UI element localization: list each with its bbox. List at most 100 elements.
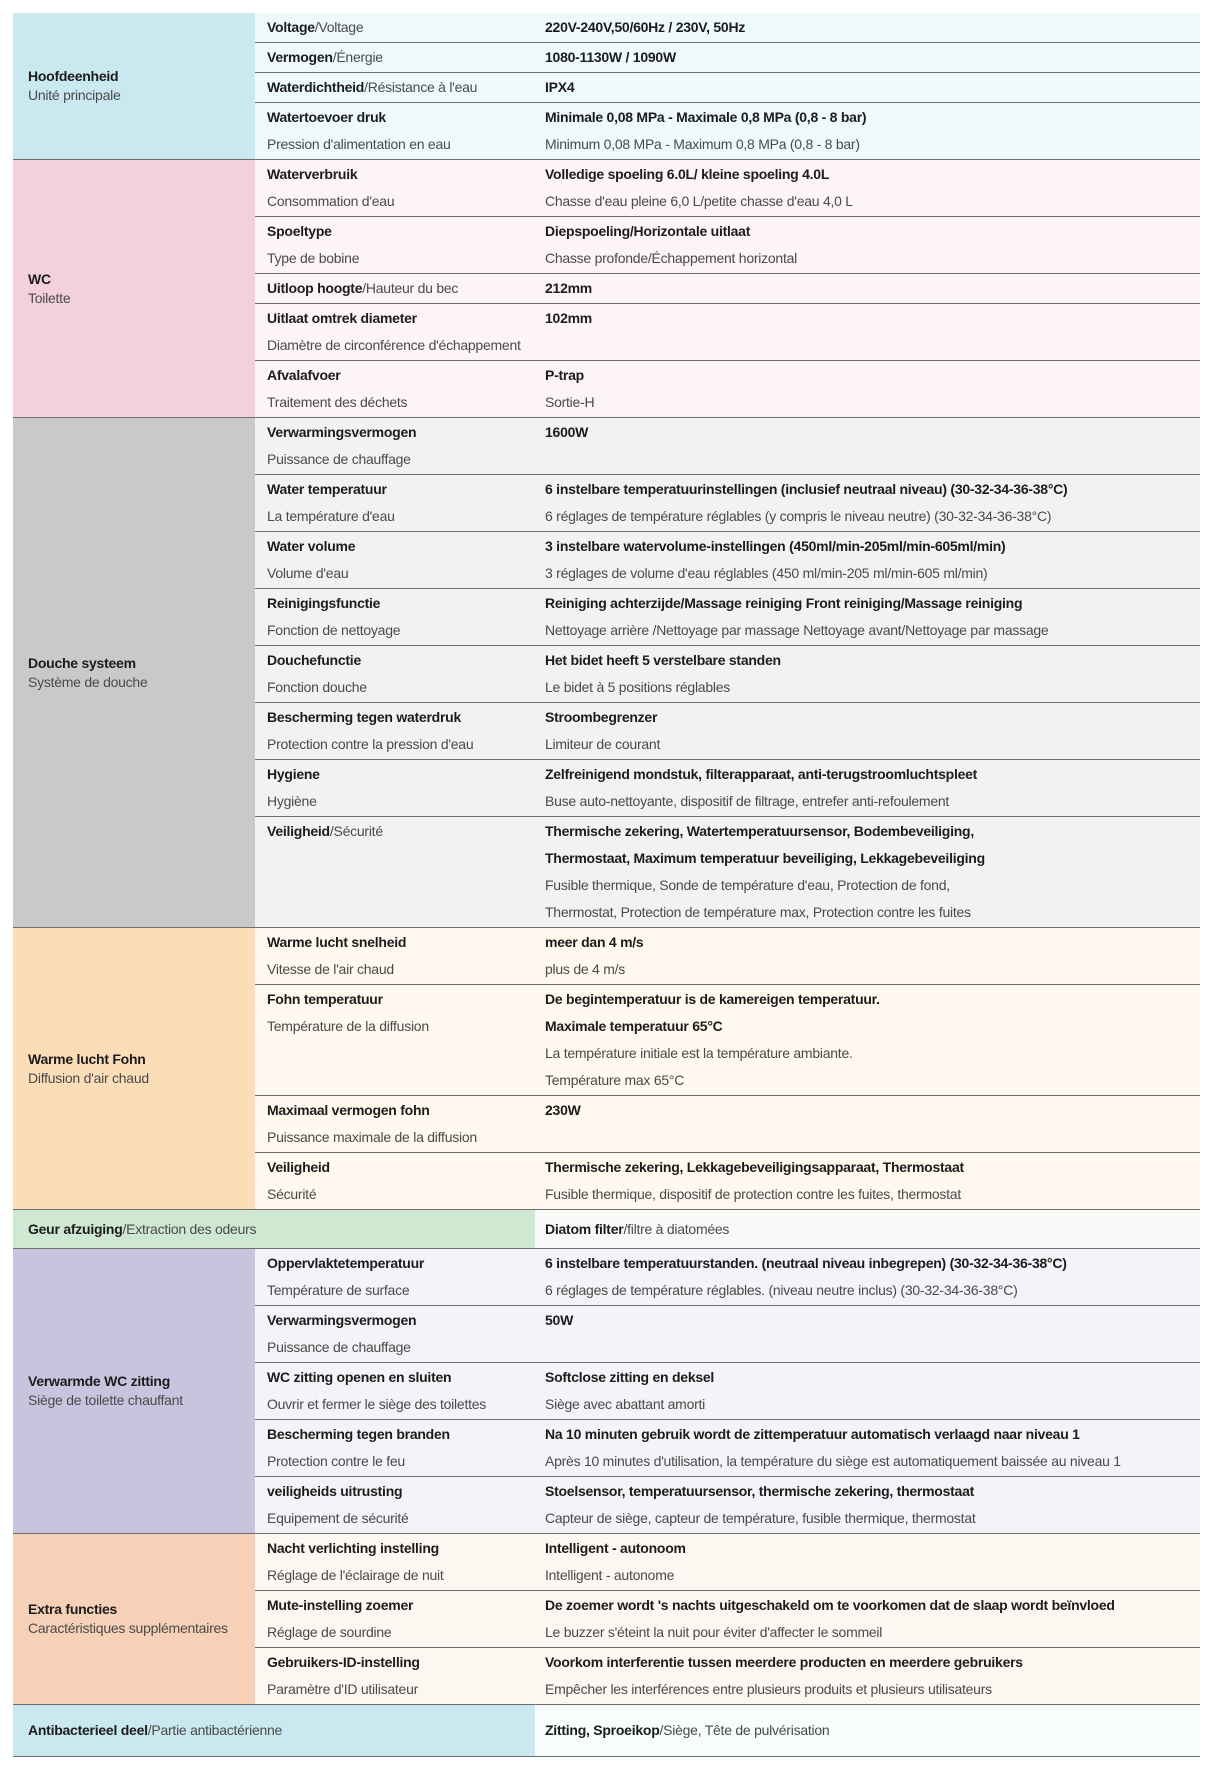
spec-value: Volledige spoeling 6.0L/ kleine spoeling…	[535, 161, 1200, 215]
value-line-bold: 3 instelbare watervolume-instellingen (4…	[545, 538, 1006, 554]
label-line: Verwarmingsvermogen	[267, 1307, 535, 1334]
label-line-bold: Voltage	[267, 19, 315, 35]
value-line-bold: Zelfreinigend mondstuk, filterapparaat, …	[545, 766, 978, 782]
value-line: Thermische zekering, Watertemperatuursen…	[545, 818, 1200, 845]
label-line-light: Consommation d'eau	[267, 193, 395, 209]
value-line-bold: De begintemperatuur is de kamereigen tem…	[545, 991, 880, 1007]
value-line-bold: IPX4	[545, 79, 575, 95]
section-body: Waterverbruik Consommation d'eau Volledige…	[255, 160, 1200, 417]
label-line: Fohn temperatuur	[267, 986, 535, 1013]
value-line-bold: Volledige spoeling 6.0L/ kleine spoeling…	[545, 166, 830, 182]
value-line-bold: De zoemer wordt 's nachts uitgeschakeld …	[545, 1597, 1115, 1613]
label-line-light: /Voltage	[314, 19, 364, 35]
value-line-light: plus de 4 m/s	[545, 961, 626, 977]
section-title-fr: Diffusion d'air chaud	[28, 1069, 149, 1086]
spec-value: De zoemer wordt 's nachts uitgeschakeld …	[535, 1592, 1200, 1646]
label-line: Pression d'alimentation en eau	[267, 131, 535, 158]
value-line-bold: 6 instelbare temperatuurstanden. (neutra…	[545, 1255, 1067, 1271]
label-line-bold: Water temperatuur	[267, 481, 387, 497]
label-line-bold: Douchefunctie	[267, 652, 361, 668]
label-line: Fonction douche	[267, 674, 535, 701]
value-line: Fusible thermique, Sonde de température …	[545, 872, 1200, 899]
value-line-bold: 1080-1130W / 1090W	[545, 49, 676, 65]
label-line: La température d'eau	[267, 503, 535, 530]
section-title-nl: Douche systeem	[28, 654, 136, 671]
value-line-bold: P-trap	[545, 367, 584, 383]
section-header: Hoofdeenheid Unité principale	[13, 13, 255, 159]
label-line: Warme lucht snelheid	[267, 929, 535, 956]
spec-value: 102mm	[535, 305, 1200, 359]
spec-label: Fohn temperatuur Température de la diffus…	[255, 986, 535, 1094]
spec-value: Minimale 0,08 MPa - Maximale 0,8 MPa (0,…	[535, 104, 1200, 158]
value-line-light: 3 réglages de volume d'eau réglables (45…	[545, 565, 988, 581]
label-line-bold: Fohn temperatuur	[267, 991, 383, 1007]
value-line-light: Empêcher les interférences entre plusieu…	[545, 1681, 992, 1697]
value-line-light: 6 réglages de température réglables (y c…	[545, 508, 1052, 524]
label-line-bold: Veiligheid	[267, 823, 330, 839]
value-line: 102mm	[545, 305, 1200, 332]
section-header: Verwarmde WC zitting Siège de toilette ch…	[13, 1249, 255, 1533]
value-line: 6 réglages de température réglables. (ni…	[545, 1277, 1200, 1304]
label-line: Waterverbruik	[267, 161, 535, 188]
label-line-light: /Sécurité	[329, 823, 383, 839]
spec-label: Maximaal vermogen fohn Puissance maximale…	[255, 1097, 535, 1151]
spec-row: WC zitting openen en sluiten Ouvrir et fe…	[255, 1363, 1200, 1420]
spec-row: Fohn temperatuur Température de la diffus…	[255, 985, 1200, 1096]
value-line-light: Thermostat, Protection de température ma…	[545, 904, 971, 920]
section-header: Antibacterieel deel/Partie antibactérien…	[13, 1705, 535, 1756]
value-line: Thermostat, Protection de température ma…	[545, 899, 1200, 926]
spec-label: Spoeltype Type de bobine	[255, 218, 535, 272]
label-line-bold: veiligheids uitrusting	[267, 1483, 403, 1499]
label-line: Afvalafvoer	[267, 362, 535, 389]
value-line: Reiniging achterzijde/Massage reiniging …	[545, 590, 1200, 617]
section-title-fr: /Extraction des odeurs	[122, 1220, 257, 1237]
value-line-bold: Thermische zekering, Lekkagebeveiligings…	[545, 1159, 964, 1175]
label-line: Bescherming tegen branden	[267, 1421, 535, 1448]
value-line: 1080-1130W / 1090W	[545, 44, 1200, 71]
value-line: 50W	[545, 1307, 1200, 1334]
section-header: Extra functies Caractéristiques supplémen…	[13, 1534, 255, 1704]
value-line-light: Capteur de siège, capteur de température…	[545, 1510, 976, 1526]
label-line-bold: Uitlaat omtrek diameter	[267, 310, 417, 326]
spec-value: 212mm	[535, 275, 1200, 302]
spec-row: Veiligheid/Sécurité Thermische zekering, …	[255, 817, 1200, 927]
spec-value: 6 instelbare temperatuurstanden. (neutra…	[535, 1250, 1200, 1304]
label-line-bold: Vermogen	[267, 49, 333, 65]
spec-label: Douchefunctie Fonction douche	[255, 647, 535, 701]
label-line-light: Type de bobine	[267, 250, 360, 266]
spec-label: Bescherming tegen branden Protection cont…	[255, 1421, 535, 1475]
label-line-light: Température de surface	[267, 1282, 410, 1298]
label-line-bold: Watertoevoer druk	[267, 109, 386, 125]
label-line-light: /Résistance à l'eau	[364, 79, 478, 95]
spec-row: Douchefunctie Fonction douche Het bidet he…	[255, 646, 1200, 703]
value-line: Diatom filter/filtre à diatomées	[545, 1216, 729, 1243]
label-line-light: Sécurité	[267, 1186, 317, 1202]
label-line: Nacht verlichting instelling	[267, 1535, 535, 1562]
label-line: Veiligheid/Sécurité	[267, 818, 535, 845]
label-line-bold: Oppervlaktetemperatuur	[267, 1255, 425, 1271]
value-line: 1600W	[545, 419, 1200, 446]
label-line-bold: Verwarmingsvermogen	[267, 1312, 417, 1328]
value-line-light: La température initiale est la températu…	[545, 1045, 853, 1061]
section-title-nl: Verwarmde WC zitting	[28, 1373, 171, 1389]
label-line: Température de surface	[267, 1277, 535, 1304]
label-line: Water volume	[267, 533, 535, 560]
section-header: WC Toilette	[13, 160, 255, 417]
label-line-bold: Water volume	[267, 538, 356, 554]
section-header: Geur afzuiging/Extraction des odeurs	[13, 1210, 535, 1248]
value-line-bold: 6 instelbare temperatuurinstellingen (in…	[545, 481, 1068, 497]
spec-label: Mute-instelling zoemer Réglage de sourdin…	[255, 1592, 535, 1646]
spec-value: Stoelsensor, temperatuursensor, thermisc…	[535, 1478, 1200, 1532]
spec-label: Voltage/Voltage	[255, 14, 535, 41]
section-title-nl: Hoofdeenheid	[28, 68, 119, 84]
value-line-light: Minimum 0,08 MPa - Maximum 0,8 MPa (0,8 …	[545, 136, 860, 152]
value-line: Het bidet heeft 5 verstelbare standen	[545, 647, 1200, 674]
value-line: Après 10 minutes d'utilisation, la tempé…	[545, 1448, 1200, 1475]
value-line-light: /Siège, Tête de pulvérisation	[659, 1722, 830, 1738]
spec-value: 220V-240V,50/60Hz / 230V, 50Hz	[535, 14, 1200, 41]
spec-row: Bescherming tegen waterdruk Protection co…	[255, 703, 1200, 760]
spec-label: Water volume Volume d'eau	[255, 533, 535, 587]
value-line: Température max 65°C	[545, 1067, 1200, 1094]
spec-row: Uitloop hoogte/Hauteur du bec 212mm	[255, 274, 1200, 304]
label-line-bold: Warme lucht snelheid	[267, 934, 407, 950]
